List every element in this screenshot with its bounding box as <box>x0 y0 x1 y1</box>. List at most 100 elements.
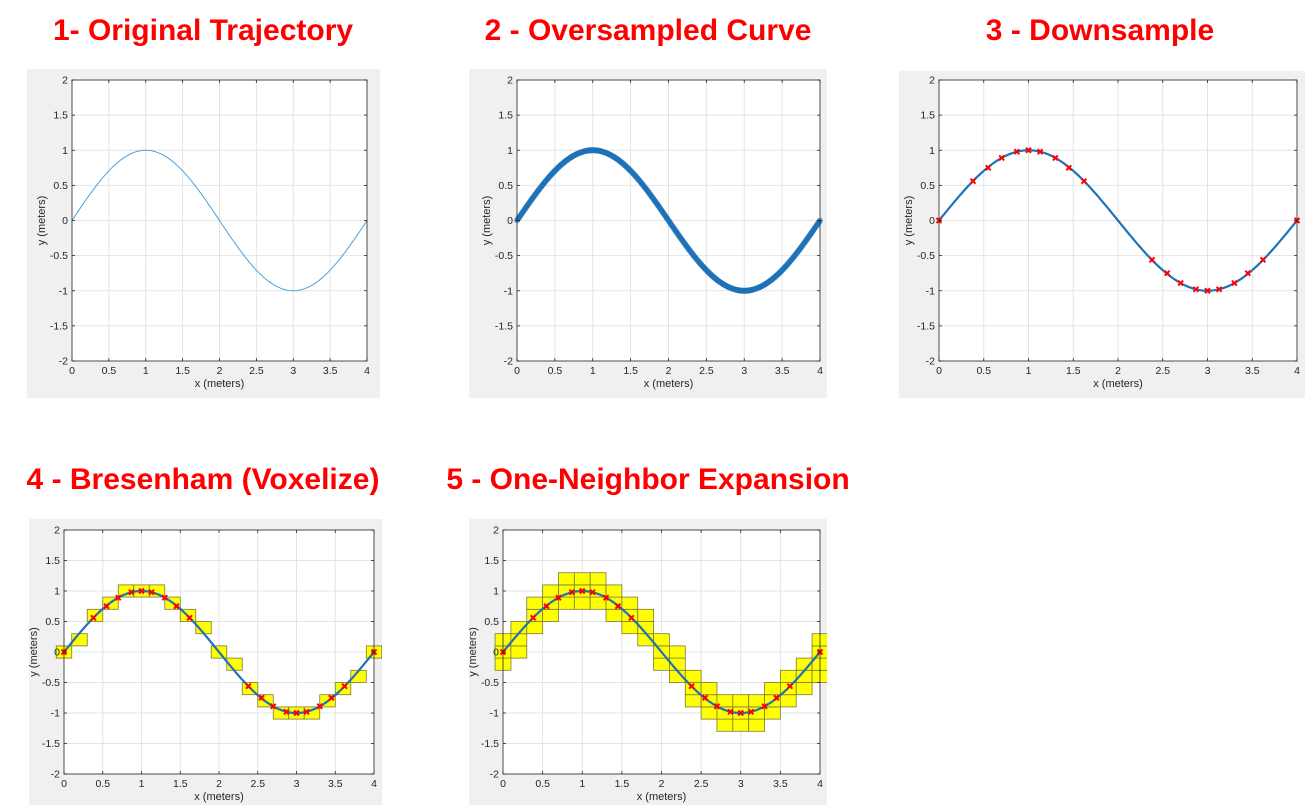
data-point <box>555 594 562 601</box>
voxel <box>669 645 686 659</box>
x-tick-label: 2.5 <box>250 778 265 790</box>
x-tick-label: 3.5 <box>1245 365 1260 377</box>
data-point <box>328 694 335 701</box>
x-tick-label: 4 <box>817 365 823 377</box>
x-tick-label: 3 <box>741 365 747 377</box>
voxel <box>684 694 702 708</box>
data-point <box>747 708 755 715</box>
y-tick-label: -2 <box>51 769 60 781</box>
data-point <box>283 708 290 715</box>
x-tick-label: 3.5 <box>773 778 788 790</box>
x-tick-label: 2.5 <box>699 365 714 377</box>
y-tick-label: 0 <box>507 215 513 227</box>
y-tick-label: -2 <box>490 769 499 781</box>
y-axis-label: y (meters) <box>481 196 493 246</box>
x-tick-label: 3.5 <box>323 365 338 377</box>
data-point <box>245 682 252 690</box>
data-point <box>543 603 550 610</box>
x-tick-label: 2.5 <box>694 778 709 790</box>
data-point <box>1013 148 1021 155</box>
voxel <box>716 718 734 732</box>
x-tick-label: 0 <box>500 778 506 790</box>
data-point <box>1065 164 1072 172</box>
x-tick-label: 0.5 <box>95 778 110 790</box>
x-tick-label: 0.5 <box>102 365 117 377</box>
y-tick-label: -1.5 <box>495 320 513 332</box>
data-point <box>1052 154 1059 162</box>
chart-one-neighbor-expansion: 0 0.5 1 1.5 2 2.5 3 3.5 4 -2 -1.5 -1 -0.5 0 0.5 1 1.5 2 x … <box>469 519 827 805</box>
x-tick-label: 3 <box>738 778 744 790</box>
data-point <box>602 594 610 601</box>
voxel <box>732 718 750 732</box>
y-tick-label: -1.5 <box>917 320 935 332</box>
x-tick-label: 0.5 <box>976 365 991 377</box>
data-point <box>568 589 576 596</box>
x-tick-label: 1 <box>1026 365 1032 377</box>
y-tick-label: -1 <box>59 285 68 297</box>
y-tick-label: -0.5 <box>50 250 68 262</box>
panel-1-title: 1- Original Trajectory <box>52 14 354 47</box>
y-tick-label: 1 <box>493 586 499 598</box>
data-point <box>258 694 265 701</box>
x-tick-label: 2.5 <box>249 365 264 377</box>
y-tick-label: 0 <box>62 215 68 227</box>
y-tick-label: -0.5 <box>481 677 499 689</box>
x-tick-label: 1.5 <box>1066 365 1081 377</box>
voxel <box>700 682 718 696</box>
panel-5-title: 5 - One-Neighbor Expansion <box>446 463 850 496</box>
x-tick-label: 4 <box>1294 365 1300 377</box>
x-axis-label: x (meters) <box>195 378 245 390</box>
y-tick-label: -2 <box>59 356 68 368</box>
x-tick-label: 1.5 <box>173 778 188 790</box>
data-point <box>103 603 110 610</box>
chart-svg: 0 0.5 1 1.5 2 2.5 3 3.5 4-2-1.5-1-0.500.511.52x … <box>36 75 370 391</box>
y-tick-label: -1.5 <box>481 738 499 750</box>
voxel <box>637 608 654 622</box>
y-tick-label: 1.5 <box>498 110 513 122</box>
y-tick-label: -2 <box>504 356 513 368</box>
y-tick-label: -1 <box>926 285 935 297</box>
data-point <box>1192 286 1200 293</box>
y-axis-label: y (meters) <box>469 627 479 677</box>
y-tick-label: 1 <box>507 145 513 157</box>
x-tick-label: 0 <box>936 365 942 377</box>
data-point <box>138 587 145 595</box>
tick-labels: 0 0.5 1 1.5 2 2.5 3 3.5 4 -2 -1.5 -1 -0.5 0 0.5 1 1.5 2 <box>917 75 1300 378</box>
chart-downsample: 0 0.5 1 1.5 2 2.5 3 3.5 4 -2 -1.5 -1 -0.5 0 0.5 1 1.5 2 x … <box>899 71 1305 398</box>
data-point <box>737 709 744 717</box>
tick-labels: 0 0.5 1 1.5 2 2.5 3 3.5 4 -2 -1.5 -1 -0.5 0 0.5 1 1.5 2 <box>481 525 823 791</box>
tick-labels: 0 0.5 1 1.5 2 2.5 3 3.5 4 -2 -1.5 -1 -0.5 0 0.5 1 1.5 2 <box>495 75 823 378</box>
voxel <box>510 645 528 659</box>
data-point <box>115 594 122 601</box>
downsample-markers <box>935 147 1301 294</box>
x-tick-label: 3 <box>290 365 296 377</box>
x-axis-label: x (meters) <box>637 791 687 803</box>
y-tick-label: -0.5 <box>495 250 513 262</box>
x-tick-label: 2 <box>666 365 672 377</box>
y-tick-label: -1.5 <box>50 320 68 332</box>
x-tick-label: 0 <box>61 778 67 790</box>
data-point <box>1244 269 1251 277</box>
data-point <box>713 703 721 710</box>
x-tick-label: 0.5 <box>548 365 563 377</box>
voxel <box>605 608 623 622</box>
x-tick-label: 1 <box>139 778 145 790</box>
x-tick-label: 1 <box>590 365 596 377</box>
data-point <box>1259 256 1267 264</box>
series-line <box>71 149 368 292</box>
y-tick-label: -1.5 <box>42 738 60 750</box>
data-point <box>1177 279 1184 287</box>
chart-svg: 0 0.5 1 1.5 2 2.5 3 3.5 4-2-1.5-1-0.500.511.52x … <box>481 75 823 391</box>
x-tick-label: 3.5 <box>328 778 343 790</box>
data-point <box>1215 286 1223 293</box>
chart-original-trajectory: 0 0.5 1 1.5 2 2.5 3 3.5 4 -2 -1.5 -1 -0.5 0 0.5 1 1.5 2 x … <box>27 69 380 398</box>
data-point <box>773 694 780 701</box>
data-point <box>1148 256 1156 264</box>
data-point <box>90 614 97 622</box>
chart-svg: 0 0.5 1 1.5 2 2.5 3 3.5 4-2-1.5-1-0.500.511.52x … <box>903 75 1301 390</box>
y-tick-label: 1.5 <box>53 110 68 122</box>
data-point <box>341 682 348 690</box>
data-point <box>969 177 977 185</box>
voxel <box>526 596 544 610</box>
x-tick-label: 1 <box>579 778 585 790</box>
